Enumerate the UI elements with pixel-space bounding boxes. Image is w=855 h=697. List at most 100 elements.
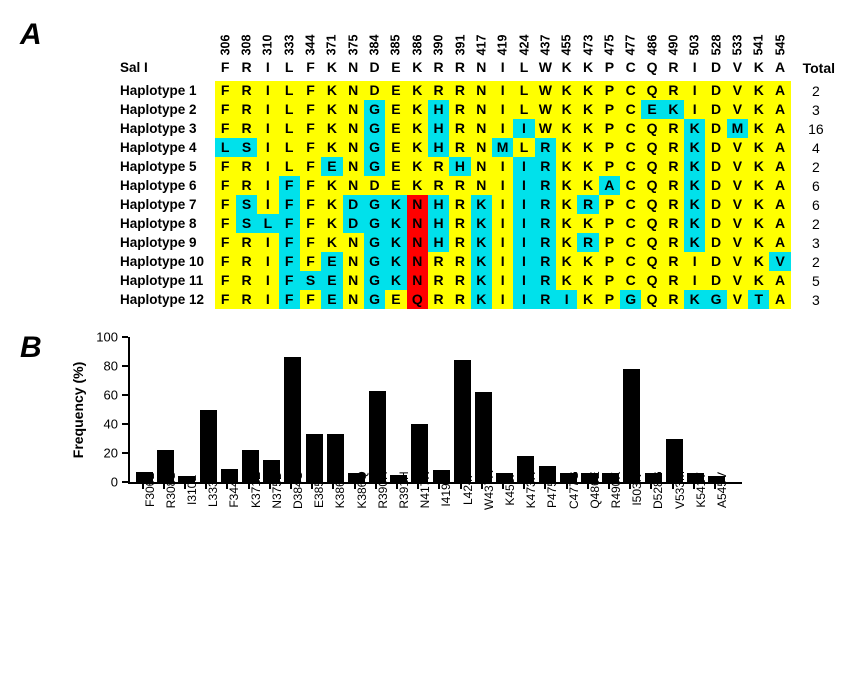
- chart-x-tick-label: D528G: [651, 471, 665, 509]
- residue-cell: Q: [641, 138, 662, 157]
- chart-x-axis: F306LR308SI310LL333FF344SK371EN375DD384G…: [128, 484, 740, 574]
- reference-residue: A: [769, 54, 790, 81]
- residue-cell: F: [279, 233, 300, 252]
- residue-cell: C: [620, 195, 641, 214]
- chart-bar: [454, 360, 471, 482]
- alignment-table: 3063083103333443713753843853863903914174…: [120, 14, 835, 309]
- residue-cell: K: [577, 176, 598, 195]
- residue-cell: K: [407, 81, 428, 100]
- residue-cell: G: [364, 157, 385, 176]
- position-label: 306: [218, 35, 232, 56]
- position-label: 545: [773, 35, 787, 56]
- residue-cell: D: [705, 81, 726, 100]
- residue-cell: V: [727, 233, 748, 252]
- residue-cell: G: [364, 214, 385, 233]
- chart-x-tick-label: K386Q: [355, 471, 369, 508]
- chart-bar: [623, 369, 640, 482]
- residue-cell: E: [385, 138, 406, 157]
- residue-cell: H: [428, 138, 449, 157]
- residue-cell: K: [748, 233, 769, 252]
- position-label: 503: [688, 35, 702, 56]
- position-label: 455: [560, 35, 574, 56]
- residue-cell: C: [620, 138, 641, 157]
- residue-cell: P: [599, 119, 620, 138]
- chart-x-tick-label: I419M: [439, 473, 453, 506]
- residue-cell: G: [620, 290, 641, 309]
- residue-cell: M: [727, 119, 748, 138]
- chart-bar: [200, 410, 217, 483]
- alignment-table-wrap: 3063083103333443713753843853863903914174…: [120, 14, 835, 309]
- residue-cell: R: [236, 100, 257, 119]
- residue-cell: I: [257, 81, 278, 100]
- residue-cell: R: [535, 195, 556, 214]
- residue-cell: I: [257, 138, 278, 157]
- residue-cell: E: [385, 119, 406, 138]
- residue-cell: A: [769, 100, 790, 119]
- residue-cell: G: [364, 119, 385, 138]
- residue-cell: Q: [641, 157, 662, 176]
- residue-cell: K: [663, 100, 684, 119]
- residue-cell: H: [428, 119, 449, 138]
- residue-cell: A: [599, 176, 620, 195]
- haplotype-name: Haplotype 3: [120, 119, 215, 138]
- position-label: 333: [282, 35, 296, 56]
- residue-cell: G: [364, 195, 385, 214]
- haplotype-total: 3: [791, 290, 835, 309]
- chart-x-tick-label: K473R: [524, 472, 538, 509]
- residue-cell: D: [705, 214, 726, 233]
- residue-cell: I: [513, 290, 534, 309]
- residue-cell: R: [428, 81, 449, 100]
- residue-cell: H: [428, 100, 449, 119]
- reference-residue: N: [471, 54, 492, 81]
- residue-cell: K: [321, 176, 342, 195]
- chart-x-tick-label: K386N: [333, 472, 347, 509]
- chart-x-tick-label: K371E: [249, 472, 263, 508]
- residue-cell: K: [471, 214, 492, 233]
- residue-cell: P: [599, 271, 620, 290]
- residue-cell: C: [620, 119, 641, 138]
- chart-y-tick-label: 20: [104, 446, 118, 461]
- residue-cell: D: [705, 252, 726, 271]
- residue-cell: I: [492, 252, 513, 271]
- chart-y-tick-label: 100: [96, 330, 118, 345]
- residue-cell: F: [300, 119, 321, 138]
- residue-cell: G: [364, 138, 385, 157]
- residue-cell: C: [620, 100, 641, 119]
- residue-cell: F: [215, 100, 236, 119]
- chart-y-tick: [122, 365, 128, 367]
- residue-cell: G: [364, 100, 385, 119]
- residue-cell: G: [364, 271, 385, 290]
- residue-cell: M: [492, 138, 513, 157]
- residue-cell: D: [364, 176, 385, 195]
- chart-y-tick: [122, 452, 128, 454]
- position-label: 490: [666, 35, 680, 56]
- residue-cell: P: [599, 100, 620, 119]
- residue-cell: F: [215, 271, 236, 290]
- chart-x-tick-label: C477G: [567, 471, 581, 509]
- residue-cell: K: [577, 138, 598, 157]
- position-label: 419: [496, 35, 510, 56]
- residue-cell: P: [599, 138, 620, 157]
- residue-cell: F: [279, 252, 300, 271]
- residue-cell: R: [663, 271, 684, 290]
- residue-cell: R: [236, 119, 257, 138]
- residue-cell: R: [663, 157, 684, 176]
- residue-cell: N: [471, 100, 492, 119]
- residue-cell: I: [257, 195, 278, 214]
- residue-cell: S: [236, 195, 257, 214]
- panel-a-label: A: [20, 18, 42, 52]
- reference-residue: K: [556, 54, 577, 81]
- residue-cell: F: [279, 271, 300, 290]
- residue-cell: K: [684, 119, 705, 138]
- haplotype-total: 2: [791, 214, 835, 233]
- residue-cell: K: [471, 271, 492, 290]
- residue-cell: R: [577, 195, 598, 214]
- chart-y-tick-label: 0: [111, 475, 118, 490]
- haplotype-total: 3: [791, 233, 835, 252]
- reference-residue: R: [236, 54, 257, 81]
- residue-cell: K: [556, 138, 577, 157]
- residue-cell: D: [705, 100, 726, 119]
- residue-cell: E: [321, 252, 342, 271]
- residue-cell: R: [236, 233, 257, 252]
- chart-x-tick-label: P475A: [545, 472, 559, 508]
